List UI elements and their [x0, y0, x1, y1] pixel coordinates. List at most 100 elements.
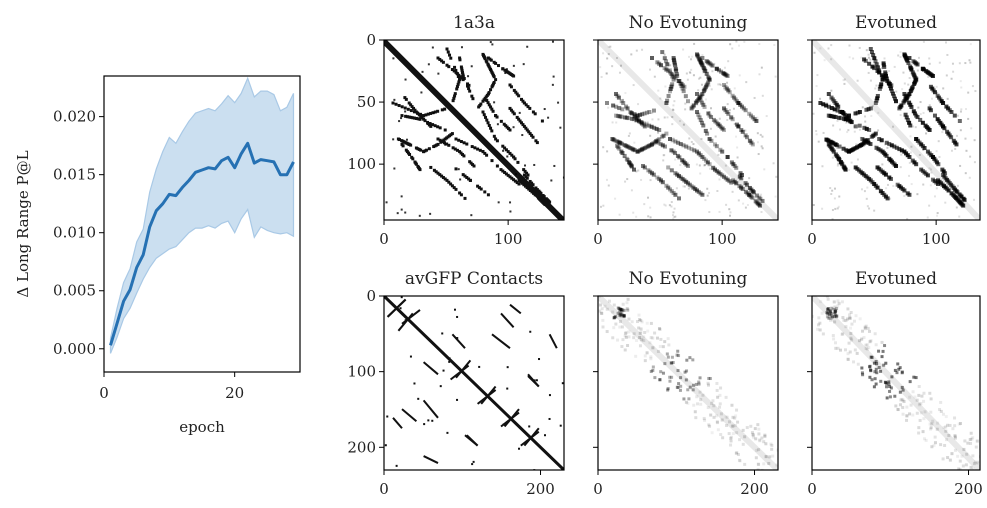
contact — [513, 179, 517, 183]
contact — [850, 161, 853, 164]
contact — [928, 167, 931, 170]
contact — [426, 112, 430, 116]
contact — [898, 390, 902, 394]
contact — [961, 464, 965, 468]
contact — [707, 137, 712, 141]
contact — [605, 101, 609, 105]
contact — [637, 118, 642, 123]
contact — [724, 395, 728, 399]
contact — [670, 74, 675, 79]
contact — [686, 401, 690, 405]
contact — [836, 207, 839, 210]
contact — [953, 434, 957, 438]
contact — [409, 109, 413, 113]
contact — [864, 346, 868, 350]
contact — [906, 61, 911, 66]
contact — [869, 339, 873, 343]
contact — [691, 388, 695, 392]
contact — [630, 116, 635, 121]
contact — [868, 106, 873, 111]
contact — [699, 172, 702, 175]
contact — [440, 140, 444, 144]
contact — [635, 149, 640, 154]
contact — [750, 196, 755, 201]
contact — [620, 107, 625, 112]
contact — [670, 375, 674, 379]
contact — [440, 108, 444, 112]
contact — [915, 115, 920, 120]
contact — [477, 186, 481, 190]
contact — [873, 377, 877, 381]
contact — [897, 54, 900, 57]
contact — [872, 385, 876, 389]
contact — [620, 64, 623, 67]
contact — [717, 153, 720, 156]
contact — [830, 89, 833, 92]
contact — [708, 211, 711, 214]
contact — [749, 424, 753, 428]
contact — [905, 414, 909, 418]
contact — [620, 141, 625, 146]
contact — [561, 382, 564, 385]
contact — [701, 123, 706, 128]
contact — [745, 426, 749, 430]
contact — [621, 308, 625, 312]
contact — [672, 217, 675, 220]
contact — [729, 443, 733, 447]
contact — [635, 338, 639, 342]
contact — [627, 161, 632, 166]
contact — [619, 99, 624, 104]
contact — [946, 423, 950, 427]
contact — [701, 54, 704, 57]
contact — [706, 406, 710, 410]
contact — [704, 83, 709, 88]
contact — [924, 438, 928, 442]
contact — [919, 113, 922, 116]
contact — [973, 460, 977, 464]
contact — [881, 67, 884, 70]
contact — [653, 376, 657, 380]
contact — [622, 314, 626, 318]
y-tick-label: 0 — [366, 287, 376, 305]
contact — [510, 176, 514, 180]
contact — [726, 103, 729, 106]
contact — [675, 64, 678, 67]
contact — [838, 195, 841, 198]
contact — [486, 101, 490, 105]
contact — [397, 138, 401, 142]
contact — [620, 309, 624, 313]
contact — [457, 138, 461, 142]
contact — [697, 89, 700, 92]
contact — [834, 308, 838, 312]
contact — [833, 115, 838, 120]
contact — [690, 68, 693, 71]
contact — [946, 97, 949, 100]
contact — [640, 178, 643, 181]
contact — [874, 62, 879, 67]
contact — [688, 71, 691, 74]
contact — [718, 402, 722, 406]
contact — [649, 179, 652, 182]
contact — [710, 401, 714, 405]
contact — [502, 149, 505, 152]
contact — [405, 138, 408, 141]
contact — [657, 327, 661, 331]
contact — [864, 120, 867, 123]
contact — [845, 121, 848, 124]
contact — [893, 65, 896, 68]
contact — [904, 115, 909, 120]
contact — [684, 162, 689, 167]
contact — [673, 207, 676, 210]
contact — [489, 58, 493, 62]
contact — [843, 348, 847, 352]
contact — [909, 135, 912, 138]
contact — [684, 108, 687, 111]
contact — [901, 100, 906, 105]
y-tick-label: 0.020 — [53, 108, 96, 126]
contact — [487, 124, 491, 127]
contact — [864, 324, 868, 328]
contact — [844, 319, 848, 323]
contact — [900, 371, 904, 375]
contact — [862, 125, 867, 130]
contact — [953, 185, 956, 188]
